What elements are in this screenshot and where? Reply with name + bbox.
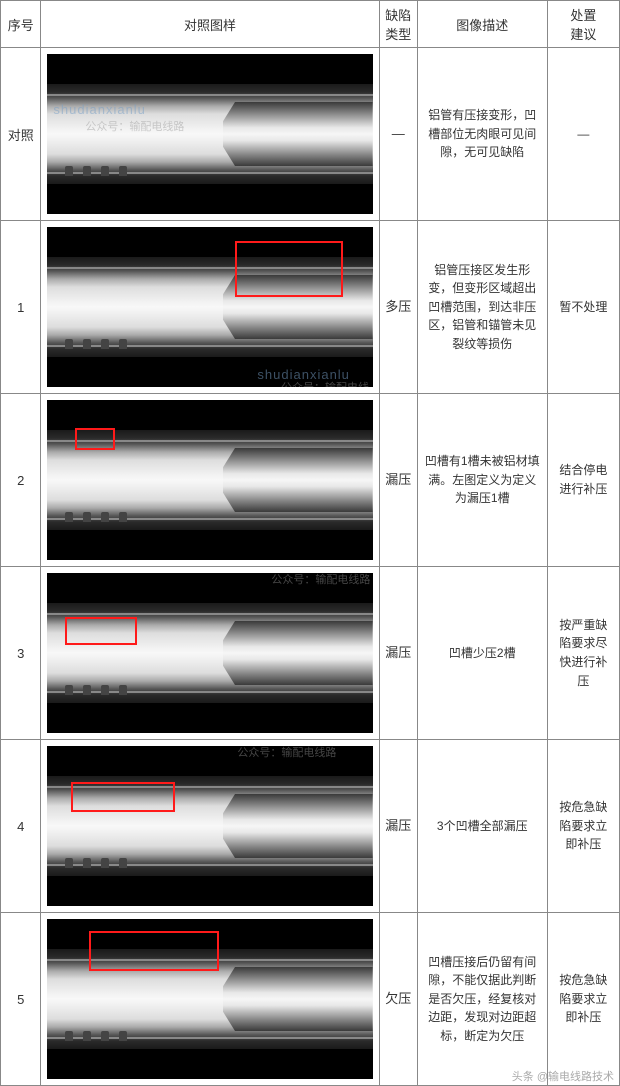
th-action: 处置 建议 [547, 1, 619, 48]
disposal-recommendation: 按严重缺陷要求尽快进行补压 [547, 567, 619, 740]
image-description: 铝管压接区发生形变，但变形区域超出凹槽范围，到达非压区，铝管和锚管未见裂纹等损伤 [417, 221, 547, 394]
disposal-recommendation: 按危急缺陷要求立即补压 [547, 740, 619, 913]
th-idx: 序号 [1, 1, 41, 48]
defect-reference-table: 序号 对照图样 缺陷 类型 图像描述 处置 建议 对照shudianxianlu… [0, 0, 620, 1086]
watermark-text: shudianxianlu [217, 746, 310, 747]
xray-image: shudianxianlu公众号：输配电线路 [47, 227, 372, 387]
defect-type: 多压 [379, 221, 417, 394]
row-index: 2 [1, 394, 41, 567]
xray-image: shudianxianlu [47, 400, 372, 560]
th-img: 对照图样 [41, 1, 379, 48]
th-desc: 图像描述 [417, 1, 547, 48]
footer-credit: 头条 @输电线路技术 [512, 1068, 614, 1084]
watermark-subtext: 公众号：输配电线路 [237, 746, 336, 760]
image-description: 铝管有压接变形，凹槽部位无肉眼可见间隙，无可见缺陷 [417, 48, 547, 221]
row-index: 1 [1, 221, 41, 394]
defect-highlight-box [65, 617, 137, 645]
watermark-text: shudianxianlu [47, 400, 138, 401]
defect-highlight-box [71, 782, 175, 812]
table-header-row: 序号 对照图样 缺陷 类型 图像描述 处置 建议 [1, 1, 620, 48]
table-row: 3shudianxianlu公众号：输配电线路漏压凹槽少压2槽按严重缺陷要求尽快… [1, 567, 620, 740]
table-row: 5 欠压凹槽压接后仍留有间隙，不能仅据此判断是否欠压，经复核对边距，发现对边距超标… [1, 913, 620, 1086]
image-description: 凹槽压接后仍留有间隙，不能仅据此判断是否欠压，经复核对边距，发现对边距超标，断定… [417, 913, 547, 1086]
xray-image: shudianxianlu公众号：输配电线路 [47, 54, 372, 214]
defect-type: 欠压 [379, 913, 417, 1086]
watermark-subtext: 公众号：输配电线路 [277, 379, 372, 387]
defect-highlight-box [235, 241, 343, 297]
reference-image-cell: shudianxianlu公众号：输配电线路 [41, 221, 379, 394]
xray-image: shudianxianlu公众号：输配电线路 [47, 573, 372, 733]
table-row: 1shudianxianlu公众号：输配电线路多压铝管压接区发生形变，但变形区域… [1, 221, 620, 394]
reference-image-cell [41, 913, 379, 1086]
image-description: 3个凹槽全部漏压 [417, 740, 547, 913]
row-index: 4 [1, 740, 41, 913]
disposal-recommendation: 按危急缺陷要求立即补压 [547, 913, 619, 1086]
disposal-recommendation: 结合停电进行补压 [547, 394, 619, 567]
reference-image-cell: shudianxianlu公众号：输配电线路 [41, 740, 379, 913]
disposal-recommendation: 暂不处理 [547, 221, 619, 394]
row-index: 5 [1, 913, 41, 1086]
defect-type: — [379, 48, 417, 221]
table-row: 4shudianxianlu公众号：输配电线路漏压3个凹槽全部漏压按危急缺陷要求… [1, 740, 620, 913]
row-index: 对照 [1, 48, 41, 221]
th-type: 缺陷 类型 [379, 1, 417, 48]
defect-type: 漏压 [379, 394, 417, 567]
watermark-text: shudianxianlu [257, 367, 350, 382]
defect-type: 漏压 [379, 740, 417, 913]
reference-image-cell: shudianxianlu公众号：输配电线路 [41, 567, 379, 740]
xray-image: shudianxianlu公众号：输配电线路 [47, 746, 372, 906]
reference-image-cell: shudianxianlu公众号：输配电线路 [41, 48, 379, 221]
defect-type: 漏压 [379, 567, 417, 740]
image-description: 凹槽有1槽未被铝材填满。左图定义为定义为漏压1槽 [417, 394, 547, 567]
row-index: 3 [1, 567, 41, 740]
table-row: 对照shudianxianlu公众号：输配电线路—铝管有压接变形，凹槽部位无肉眼… [1, 48, 620, 221]
disposal-recommendation: — [547, 48, 619, 221]
defect-highlight-box [75, 428, 115, 450]
watermark-subtext: 公众号：输配电线路 [271, 573, 370, 587]
image-description: 凹槽少压2槽 [417, 567, 547, 740]
xray-image [47, 919, 372, 1079]
watermark-text: shudianxianlu [251, 573, 344, 574]
table-row: 2 shudianxianlu 漏压凹槽有1槽未被铝材填满。左图定义为定义为漏压1槽… [1, 394, 620, 567]
defect-highlight-box [89, 931, 219, 971]
reference-image-cell: shudianxianlu [41, 394, 379, 567]
